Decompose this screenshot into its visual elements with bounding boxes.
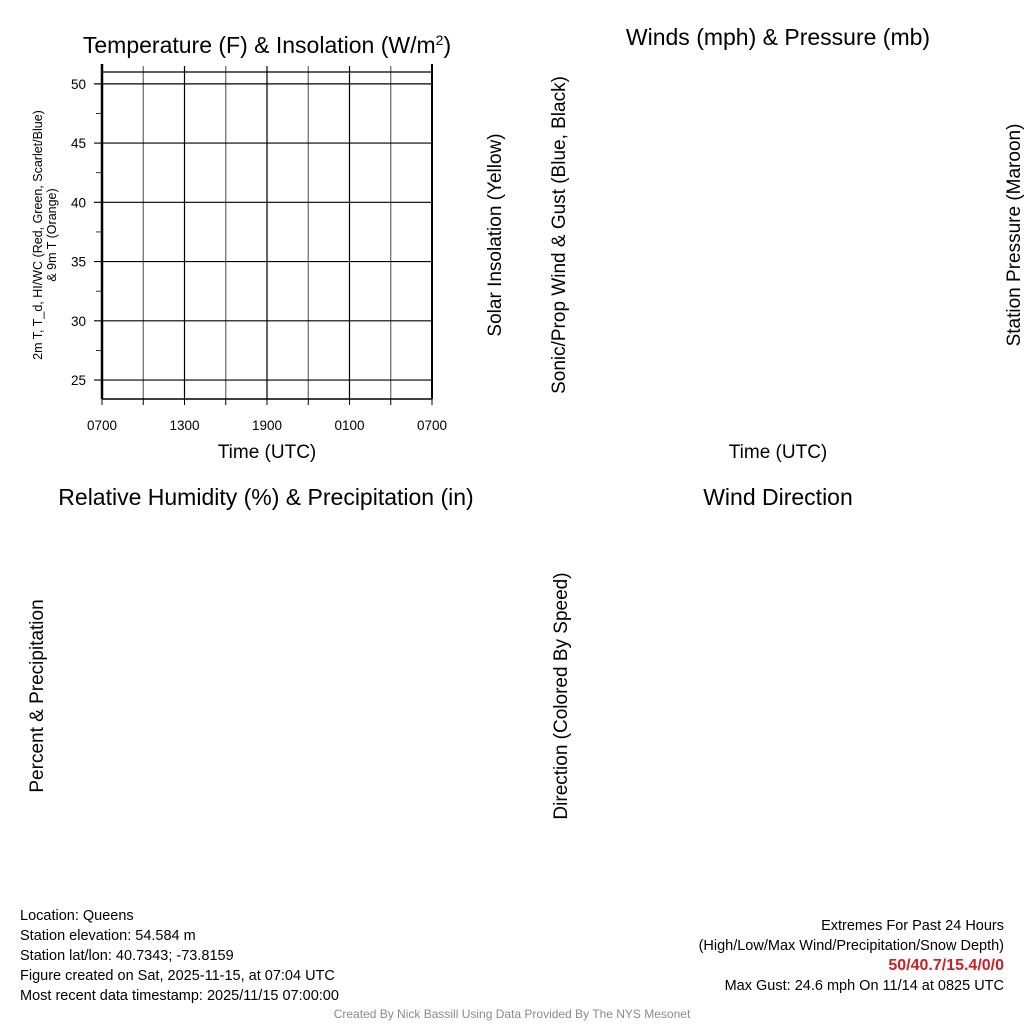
winds-xlabel: Time (UTC)	[729, 442, 828, 463]
latlon-text: Station lat/lon: 40.7343; -73.8159	[20, 948, 234, 964]
humidity-title: Relative Humidity (%) & Precipitation (i…	[58, 484, 473, 510]
humidity-panel: Relative Humidity (%) & Precipitation (i…	[27, 484, 474, 793]
x-tick-label: 0700	[417, 418, 447, 433]
pressure-ylabel: Station Pressure (Maroon)	[1004, 124, 1024, 347]
x-tick-label: 0700	[87, 418, 117, 433]
y-tick-label: 40	[71, 195, 86, 210]
temperature-title: Temperature (F) & Insolation (W/m2)	[83, 32, 451, 58]
extremes-subheading: (High/Low/Max Wind/Precipitation/Snow De…	[698, 938, 1004, 954]
credit-text: Created By Nick Bassill Using Data Provi…	[333, 1007, 691, 1021]
extremes-values: 50/40.7/15.4/0/0	[888, 957, 1004, 974]
latest-timestamp-text: Most recent data timestamp: 2025/11/15 0…	[20, 988, 339, 1004]
x-tick-label: 1300	[169, 418, 199, 433]
wind-direction-panel: Wind Direction Direction (Colored By Spe…	[551, 484, 853, 820]
winds-panel: Winds (mph) & Pressure (mb) Time (UTC) S…	[549, 24, 1024, 463]
y-tick-label: 45	[71, 136, 86, 151]
y-tick-label: 35	[71, 255, 86, 270]
winds-ylabel: Sonic/Prop Wind & Gust (Blue, Black)	[549, 76, 570, 394]
temperature-panel: Temperature (F) & Insolation (W/m2) 25 30…	[31, 32, 506, 463]
created-text: Figure created on Sat, 2025-11-15, at 07…	[20, 968, 335, 984]
y-tick-label: 30	[71, 314, 86, 329]
temperature-ylabel-line2: & 9m T (Orange)	[45, 188, 59, 281]
winds-title: Winds (mph) & Pressure (mb)	[626, 24, 930, 50]
temperature-ylabel-line1: 2m T, T_d, HI/WC (Red, Green, Scarlet/Bl…	[31, 110, 45, 360]
station-info: Location: Queens Station elevation: 54.5…	[20, 906, 339, 1006]
extremes-heading: Extremes For Past 24 Hours	[821, 918, 1004, 934]
extremes-info: Extremes For Past 24 Hours (High/Low/Max…	[699, 916, 1004, 996]
elevation-text: Station elevation: 54.584 m	[20, 928, 196, 944]
location-text: Location: Queens	[20, 908, 134, 924]
temperature-xlabel: Time (UTC)	[218, 442, 317, 463]
humidity-ylabel: Percent & Precipitation	[27, 599, 48, 792]
x-tick-label: 1900	[252, 418, 282, 433]
x-tick-label: 0100	[334, 418, 364, 433]
y-tick-label: 25	[71, 373, 86, 388]
insolation-ylabel: Solar Insolation (Yellow)	[485, 133, 506, 336]
y-tick-label: 50	[71, 77, 86, 92]
max-gust-text: Max Gust: 24.6 mph On 11/14 at 0825 UTC	[724, 978, 1004, 994]
wind-direction-title: Wind Direction	[703, 484, 853, 510]
wind-direction-ylabel: Direction (Colored By Speed)	[551, 572, 572, 819]
